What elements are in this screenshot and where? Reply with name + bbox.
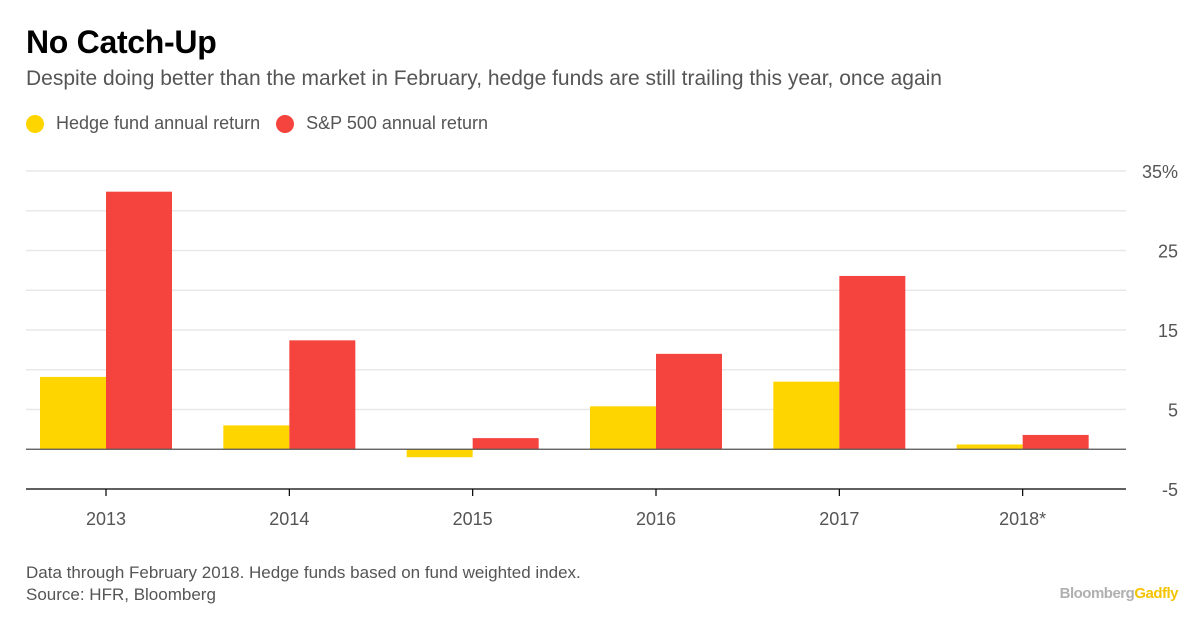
bar-hedge-fund-2018 (956, 444, 1023, 450)
axes (26, 448, 1126, 496)
bar-hedge-fund-2013 (40, 376, 106, 450)
legend-label-sp500: S&P 500 annual return (306, 113, 488, 133)
x-tick-label: 2015 (453, 509, 493, 529)
brand-main: Bloomberg (1059, 585, 1135, 602)
y-tick-label: 35% (1142, 162, 1178, 182)
y-tick-label: 25 (1158, 242, 1178, 262)
x-tick-label: 2017 (819, 509, 859, 529)
bar-hedge-fund-2015 (406, 449, 473, 458)
bars (40, 191, 1089, 458)
x-tick-label: 2013 (86, 509, 126, 529)
bar-sp500-2016 (656, 353, 722, 450)
x-tick-label: 2018* (999, 509, 1046, 529)
tick-labels: 35% 25 15 5 -5 2013 2014 2015 2016 2017 2018* (86, 162, 1178, 529)
y-tick-label: 5 (1168, 401, 1178, 421)
legend-item-hedge-fund: Hedge fund annual return (26, 113, 260, 134)
bar-sp500-2013 (106, 191, 172, 450)
footnote: Data through February 2018. Hedge funds … (26, 562, 581, 606)
x-tick-label: 2014 (269, 509, 309, 529)
legend: Hedge fund annual return S&P 500 annual … (26, 113, 504, 134)
legend-item-sp500: S&P 500 annual return (276, 113, 488, 134)
bar-sp500-2014 (289, 340, 356, 450)
bar-sp500-2018 (1022, 434, 1089, 450)
legend-swatch-sp500 (276, 114, 295, 133)
data-note: Data through February 2018. Hedge funds … (26, 563, 581, 582)
legend-swatch-hedge-fund (26, 114, 44, 133)
brand-logo: BloombergGadfly (1059, 585, 1179, 602)
gridlines (26, 170, 1126, 450)
legend-label-hedge-fund: Hedge fund annual return (56, 113, 261, 133)
bar-hedge-fund-2017 (773, 381, 840, 450)
y-tick-label: -5 (1162, 480, 1178, 500)
bar-sp500-2017 (839, 275, 906, 450)
chart-subtitle: Despite doing better than the market in … (26, 67, 942, 90)
bar-hedge-fund-2016 (590, 406, 656, 450)
brand-accent: Gadfly (1134, 585, 1178, 602)
bar-hedge-fund-2014 (223, 425, 290, 450)
y-tick-label: 15 (1158, 321, 1178, 341)
bar-sp500-2015 (472, 438, 539, 450)
x-tick-label: 2016 (636, 509, 676, 529)
chart-title: No Catch-Up (26, 24, 217, 60)
source-note: Source: HFR, Bloomberg (26, 585, 216, 604)
